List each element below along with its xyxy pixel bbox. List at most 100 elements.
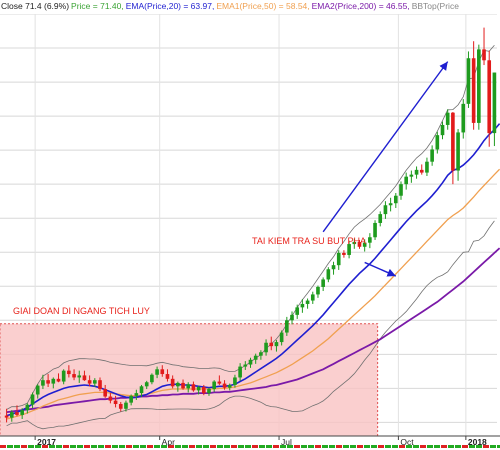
x-tick-label: Apr [162, 437, 175, 447]
candle [487, 50, 492, 147]
candle [357, 239, 362, 249]
candle-body [388, 203, 393, 206]
candle [87, 375, 92, 387]
candle-body [227, 384, 232, 388]
axis-marker [28, 445, 34, 448]
axis-marker [280, 445, 286, 448]
axis-marker [7, 445, 13, 448]
candle-body [264, 342, 268, 353]
legend-ema50: EMA1(Price,50) = 58.54, [216, 1, 310, 11]
candle-body [243, 364, 248, 367]
candle-body [362, 242, 367, 247]
candle-body [310, 294, 315, 301]
axis-marker [91, 445, 97, 448]
candle-body [238, 366, 242, 378]
candle [51, 377, 56, 389]
candle [279, 330, 284, 346]
axis-marker [203, 445, 209, 448]
legend-ema200: EMA2(Price,200) = 46.55, [311, 1, 410, 11]
candle [409, 170, 414, 183]
axis-marker [294, 445, 300, 448]
axis-marker [84, 445, 90, 448]
candle-body [113, 400, 118, 405]
candle-body [466, 58, 471, 104]
candle-body [414, 169, 419, 175]
axis-marker [350, 445, 356, 448]
candle-body [373, 222, 377, 238]
candle-body [217, 381, 222, 384]
candle [113, 395, 118, 408]
candle-body [419, 169, 424, 173]
candle [383, 201, 388, 219]
candle [181, 379, 185, 390]
candle-body [269, 342, 274, 347]
candle-body [108, 396, 113, 401]
candle-body [222, 383, 227, 388]
candle [482, 27, 486, 66]
candle [248, 357, 253, 368]
candle [368, 233, 372, 249]
candle [295, 304, 300, 319]
candle [233, 374, 237, 388]
axis-marker [301, 445, 307, 448]
candle [305, 298, 310, 309]
axis-marker [392, 445, 398, 448]
candle-body [477, 49, 481, 123]
axis-marker [161, 445, 167, 448]
candle [155, 366, 159, 379]
candle-body [274, 342, 279, 347]
axis-marker [427, 445, 433, 448]
candle-body [451, 112, 455, 171]
candle-body [357, 242, 362, 247]
candle-body [482, 49, 486, 61]
axis-marker [336, 445, 342, 448]
candle [347, 240, 351, 259]
axis-marker [259, 445, 265, 448]
candle [471, 41, 476, 130]
candle [352, 238, 357, 249]
candle-body [295, 307, 300, 315]
axis-marker [0, 445, 6, 448]
candle-body [321, 279, 325, 287]
bb-lower-line [6, 220, 495, 430]
axis-marker [371, 445, 377, 448]
axis-marker [329, 445, 335, 448]
candle [253, 353, 258, 364]
candle [77, 370, 82, 383]
axis-marker [154, 445, 160, 448]
candle-body [290, 314, 294, 321]
axis-marker [245, 445, 251, 448]
x-tick-label: Jul [281, 437, 292, 447]
candle [170, 375, 175, 389]
candle-body [253, 355, 258, 360]
x-tick-label: 2018 [468, 437, 487, 447]
candle-body [393, 195, 398, 204]
axis-marker [98, 445, 104, 448]
candle [264, 339, 268, 356]
candle-body [404, 176, 409, 185]
candle [445, 109, 450, 130]
candle-body [461, 103, 466, 133]
candle [342, 250, 346, 258]
axis-marker [266, 445, 272, 448]
candle-body [41, 380, 45, 386]
axis-marker [189, 445, 195, 448]
candle [492, 72, 497, 147]
candle-body [129, 395, 133, 403]
axis-marker [497, 445, 500, 448]
axis-marker [105, 445, 111, 448]
candle-body [456, 132, 460, 171]
axis-marker [287, 445, 293, 448]
candle [196, 385, 201, 395]
candle-body [352, 242, 357, 245]
candle-body [144, 382, 149, 387]
candle [92, 378, 97, 387]
axis-marker [252, 445, 258, 448]
candle-body [170, 378, 175, 387]
candle-body [51, 378, 56, 384]
candle [259, 350, 263, 360]
axis-marker [231, 445, 237, 448]
x-tick-label: Oct [400, 437, 414, 447]
candle [201, 384, 206, 396]
ema20-line [6, 123, 500, 417]
